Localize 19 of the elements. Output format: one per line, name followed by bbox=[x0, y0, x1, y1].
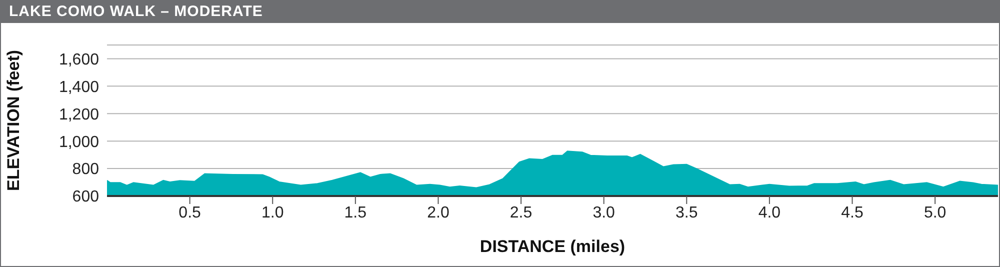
x-tick-label: 2.0 bbox=[427, 204, 450, 222]
x-axis-title: DISTANCE (miles) bbox=[480, 237, 626, 256]
x-tick-label: 3.0 bbox=[592, 204, 616, 222]
x-tick-label: 1.5 bbox=[344, 204, 367, 222]
x-tick-label: 3.5 bbox=[676, 204, 698, 222]
y-tick-label: 600 bbox=[72, 188, 100, 206]
chart-title: LAKE COMO WALK – MODERATE bbox=[1, 1, 999, 23]
y-tick-label: 800 bbox=[72, 161, 100, 178]
y-tick-label: 1,400 bbox=[58, 78, 100, 96]
y-tick-label: 1,200 bbox=[58, 106, 100, 124]
y-tick-label: 1,000 bbox=[58, 134, 100, 151]
x-tick-label: 5.0 bbox=[924, 204, 946, 222]
x-tick-label: 4.0 bbox=[758, 204, 781, 222]
x-tick-label: 1.0 bbox=[261, 204, 284, 222]
x-tick-label: 0.5 bbox=[178, 204, 202, 222]
x-tick-label: 4.5 bbox=[841, 204, 864, 222]
y-axis-title: ELEVATION (feet) bbox=[4, 50, 24, 192]
x-tick-label: 2.5 bbox=[510, 204, 532, 222]
y-tick-label: 1,600 bbox=[58, 51, 100, 68]
